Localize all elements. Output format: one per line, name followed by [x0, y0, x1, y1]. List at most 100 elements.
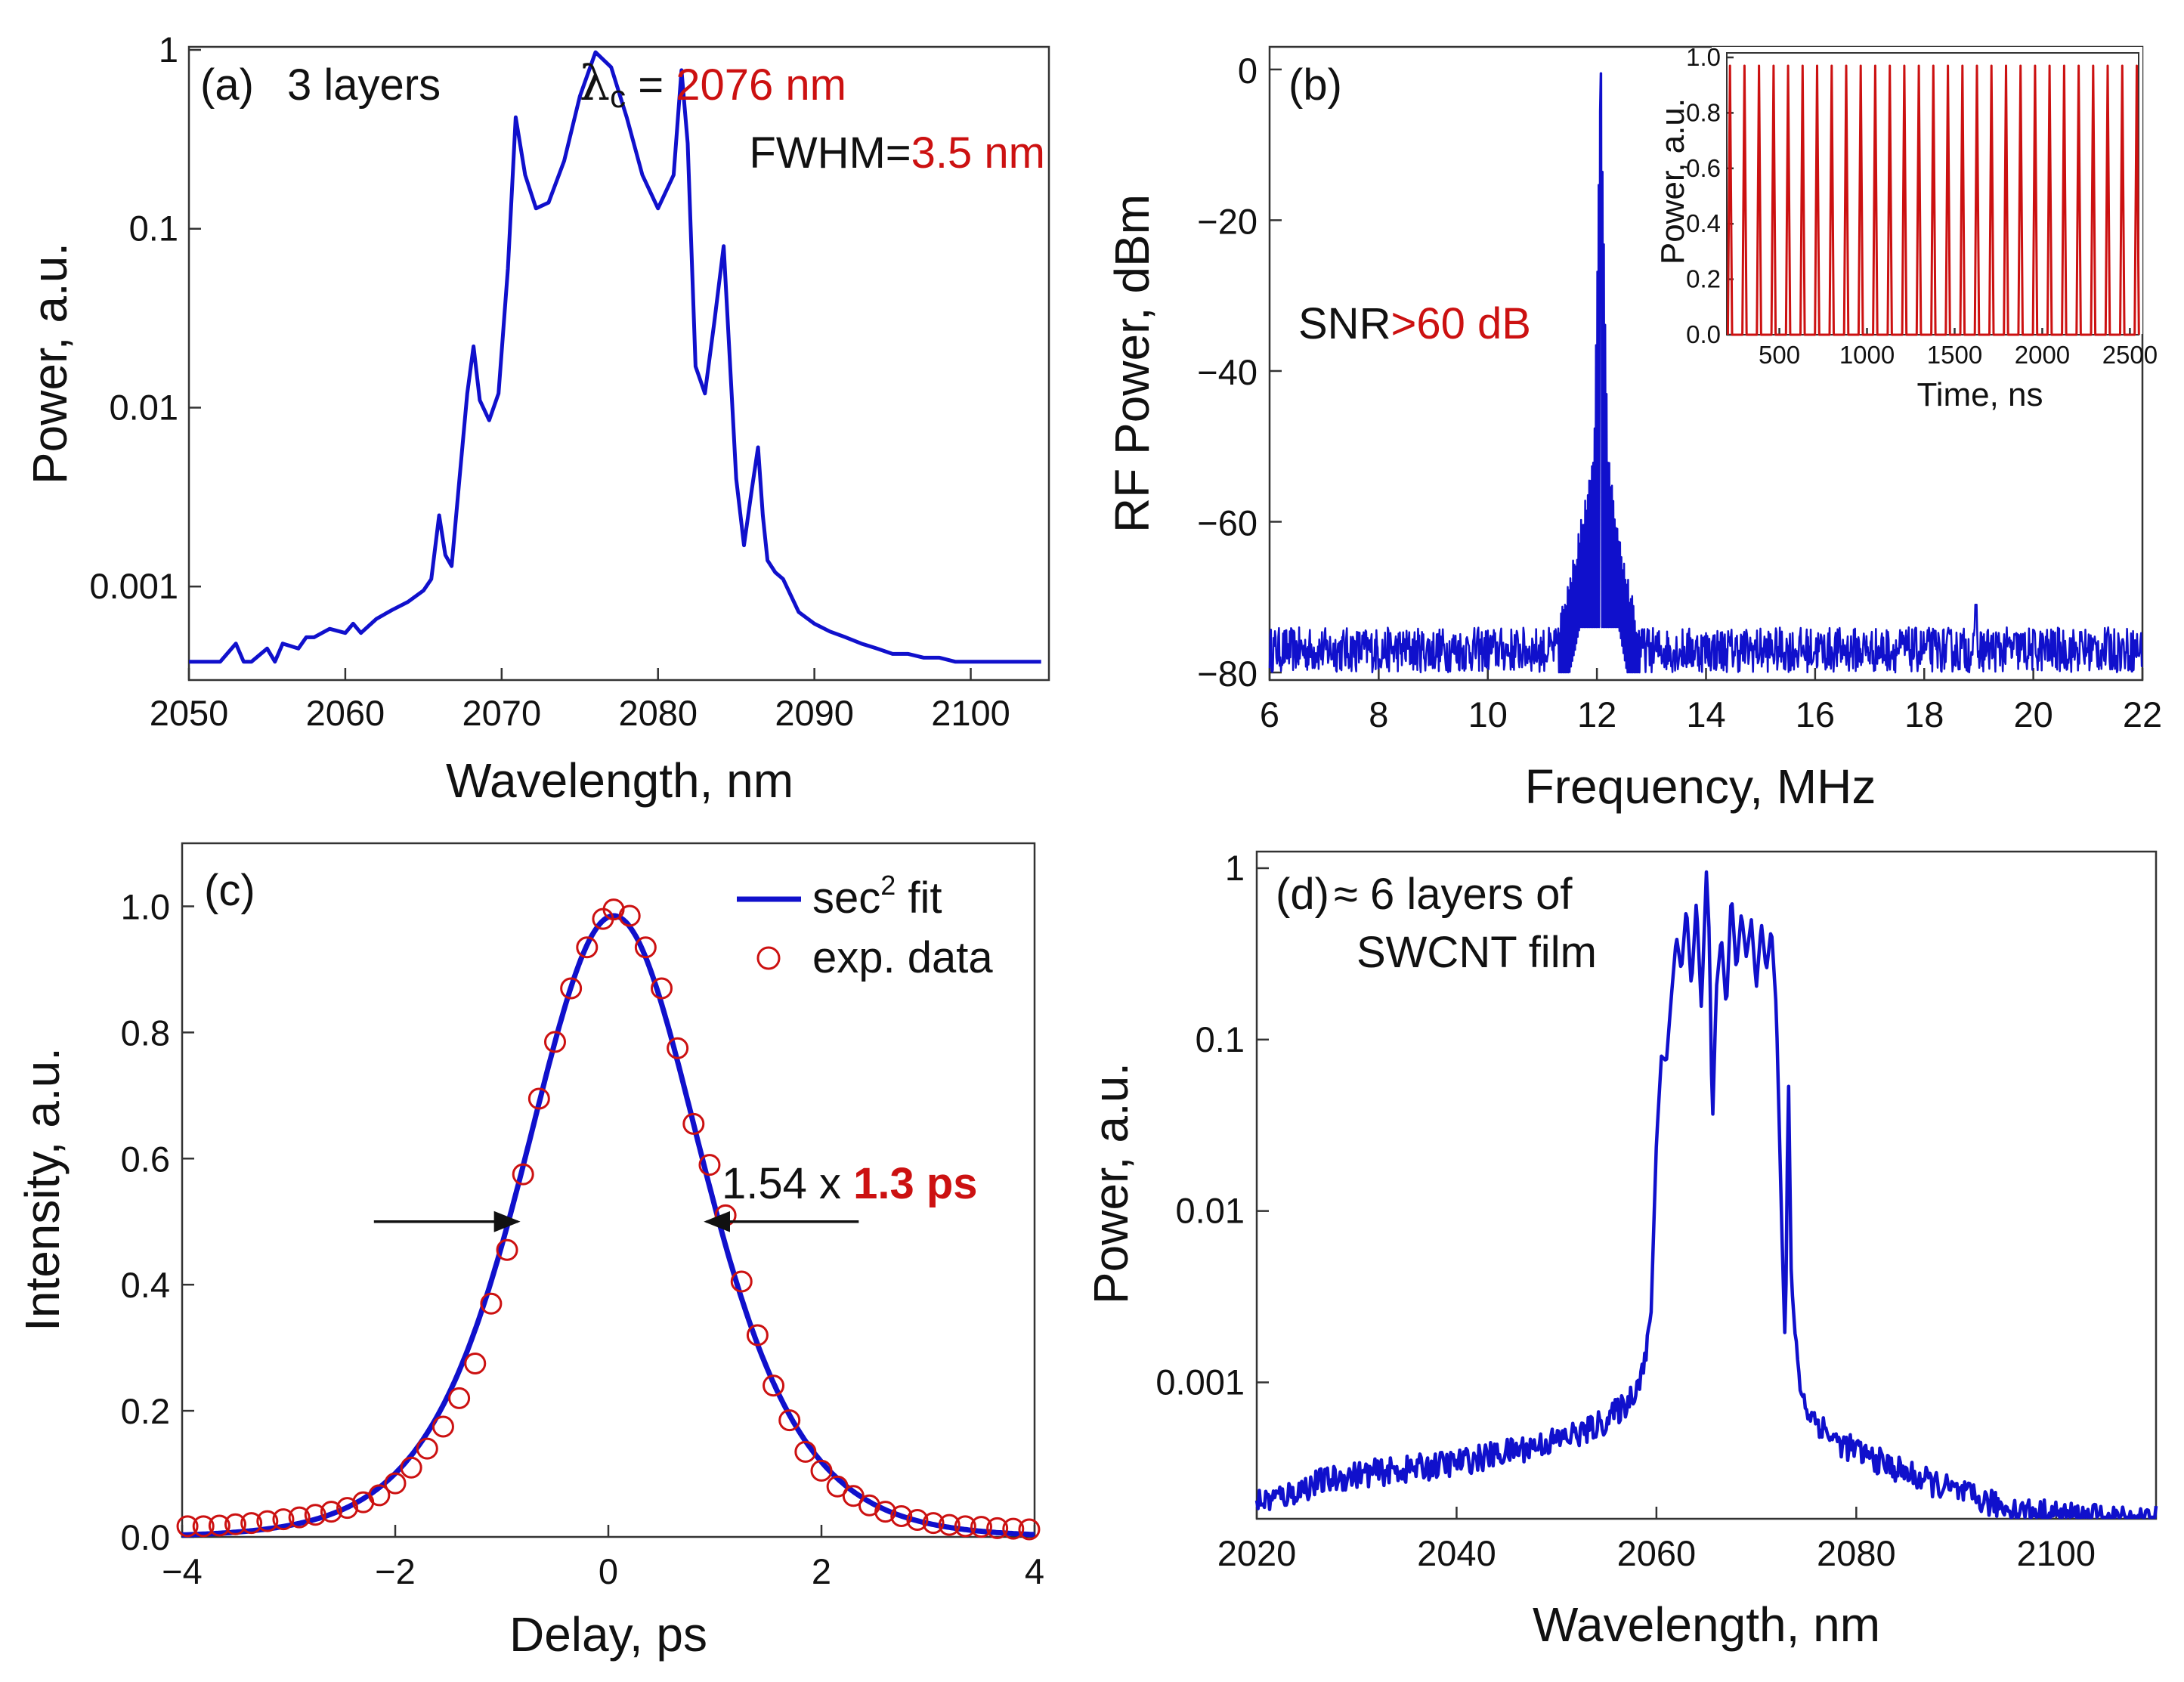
exp-data-point	[778, 1409, 801, 1432]
x-tick-label: 1500	[1927, 341, 1982, 369]
y-tick-label: 1.0	[1686, 43, 1721, 71]
exp-data-point	[826, 1475, 849, 1498]
inset-ylabel: Power, a.u.	[1654, 98, 1691, 264]
legend-fit-post: fit	[896, 873, 942, 923]
x-tick-label: 2060	[1617, 1533, 1697, 1573]
lambda-symbol: λ	[580, 56, 611, 112]
x-tick-label: 500	[1759, 341, 1800, 369]
exp-data-point	[890, 1504, 913, 1527]
spectrum-line-a	[189, 50, 1041, 664]
exp-data-point	[730, 1270, 753, 1293]
panel-c-duration: 1.54 x 1.3 ps	[722, 1159, 978, 1208]
rf-spectrum-line	[1268, 72, 2143, 674]
legend-fit-label: sec2 fit	[812, 870, 942, 923]
x-tick-label: 1000	[1839, 341, 1895, 369]
inset-xlabel: Time, ns	[1916, 376, 2043, 413]
exp-data-point	[746, 1324, 769, 1347]
x-tick-label: 10	[1468, 694, 1508, 734]
exp-data-point	[256, 1510, 279, 1532]
inset-background	[1712, 47, 2142, 334]
x-tick-label: 4	[1025, 1551, 1044, 1591]
y-tick-label: 0.2	[1686, 265, 1721, 293]
y-tick-label: −20	[1197, 201, 1258, 241]
pulse-train-line	[1726, 64, 2140, 336]
x-tick-label: −4	[162, 1551, 203, 1591]
exp-data-point	[576, 936, 599, 959]
exp-data-point	[224, 1513, 246, 1535]
y-tick-label: −60	[1197, 502, 1258, 543]
exp-data-point	[986, 1517, 1009, 1539]
x-tick-label: 2040	[1417, 1533, 1496, 1573]
exp-data-point	[272, 1508, 295, 1531]
exp-data-point	[954, 1515, 976, 1538]
exp-data-point	[240, 1512, 263, 1535]
exp-data-point	[384, 1472, 407, 1495]
lambda-eq: =	[626, 60, 676, 110]
x-tick-label: 2100	[931, 693, 1010, 733]
panel-c-label: (c)	[204, 866, 255, 915]
y-tick-label: 0	[1238, 51, 1258, 91]
x-tick-label: 18	[1904, 694, 1944, 734]
exp-data-point	[763, 1374, 785, 1397]
exp-data-point	[527, 1087, 550, 1110]
exp-data-point	[938, 1513, 961, 1536]
y-tick-label: 0.2	[121, 1391, 170, 1431]
x-tick-label: 2050	[150, 693, 229, 733]
panel-b: 6 8 10 12 14 16 18 20 22 0 −20 −40 −60 −80 (b) SNR>60…	[1105, 43, 2162, 814]
panel-c-ticks: −4 −2 0 2 4 0.0 0.2 0.4 0.6 0.8 1.0	[121, 886, 1044, 1591]
exp-data-point	[906, 1508, 929, 1531]
panel-c-legend: sec2 fit exp. data	[737, 870, 993, 982]
panel-a-series	[189, 50, 1041, 664]
panel-b-series	[1268, 72, 2143, 674]
snr-label: SNR	[1298, 299, 1391, 348]
panel-c-xlabel: Delay, ps	[509, 1607, 707, 1662]
x-tick-label: 2080	[618, 693, 698, 733]
panel-c-ylabel: Intensity, a.u.	[15, 1047, 70, 1331]
panel-b-xlabel: Frequency, MHz	[1525, 759, 1876, 814]
exp-data-point	[496, 1238, 518, 1261]
exp-data-point	[544, 1031, 566, 1053]
exp-data-point	[336, 1497, 359, 1520]
exp-data-point	[288, 1506, 311, 1529]
duration-value: 1.3 ps	[853, 1159, 977, 1208]
y-tick-label: 0.4	[121, 1265, 170, 1305]
panel-d-xlabel: Wavelength, nm	[1533, 1597, 1880, 1652]
panel-d-ticks: 2020 2040 2060 2080 2100 0.001 0.01 0.1 1	[1155, 848, 2096, 1573]
duration-factor: 1.54 x	[722, 1159, 853, 1208]
exp-data-point	[464, 1353, 487, 1374]
y-tick-label: 0.6	[1686, 154, 1721, 182]
exp-data-point	[810, 1459, 833, 1482]
legend-data-label: exp. data	[812, 933, 993, 982]
x-tick-label: 14	[1686, 694, 1725, 734]
exp-data-point	[667, 1037, 689, 1059]
panel-c-series	[176, 898, 1041, 1541]
exp-data-point	[1002, 1517, 1025, 1540]
exp-data-point	[698, 1154, 721, 1176]
x-tick-label: 2	[812, 1551, 831, 1591]
x-tick-label: 2020	[1217, 1533, 1297, 1573]
fwhm-label: FWHM=	[749, 128, 911, 178]
exp-data-point	[320, 1501, 342, 1523]
exp-data-point	[560, 977, 583, 1000]
panel-a-lambda-c: λc = 2076 nm	[580, 56, 846, 114]
panel-a-ticks: 2050 2060 2070 2080 2090 2100 0.001 0.01 0.1 1	[89, 29, 1010, 733]
x-tick-label: 16	[1796, 694, 1835, 734]
y-tick-label: 1	[1225, 848, 1245, 888]
panel-b-snr: SNR>60 dB	[1298, 299, 1531, 348]
x-tick-label: 2060	[306, 693, 385, 733]
exp-data-point	[634, 936, 657, 959]
panel-d-series	[1254, 870, 2158, 1520]
exp-data-point	[922, 1512, 945, 1535]
x-tick-label: 2090	[775, 693, 854, 733]
y-tick-label: 0.6	[121, 1139, 170, 1179]
y-tick-label: 1.0	[121, 886, 170, 926]
y-tick-label: 1	[159, 29, 178, 70]
lambda-sub: c	[610, 79, 626, 114]
panel-a-ylabel: Power, a.u.	[23, 243, 77, 484]
legend-fit-pre: sec	[812, 873, 880, 923]
legend-fit-sup: 2	[880, 870, 896, 901]
exp-data-point	[480, 1292, 503, 1315]
y-tick-label: 0.01	[1176, 1191, 1245, 1231]
exp-data-point	[651, 977, 673, 1000]
